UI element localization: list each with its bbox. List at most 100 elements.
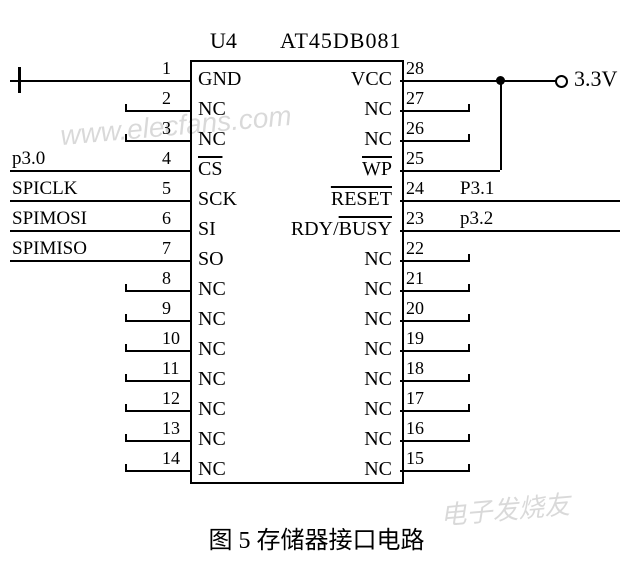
vcc-junction-dot [496, 76, 505, 85]
pin-name-R15: NC [364, 458, 392, 481]
pin-tick-L14 [125, 464, 127, 470]
pin-name-L10: NC [198, 338, 226, 361]
pin-name-L9: NC [198, 308, 226, 331]
pin-name-R22: NC [364, 248, 392, 271]
pin-num-R24: 24 [406, 178, 424, 199]
pin-wire-R27 [400, 110, 470, 112]
pin-num-L9: 9 [162, 298, 171, 319]
pin-wire-R15 [400, 470, 470, 472]
pin-wire-L9 [125, 320, 190, 322]
pin-name-R25: WP [362, 158, 392, 181]
vcc-rail-vert [500, 80, 502, 170]
pin-tick-L10 [125, 344, 127, 350]
pin-wire-L4 [10, 170, 190, 172]
vcc-terminal-ring [555, 75, 568, 88]
pin-name-L14: NC [198, 458, 226, 481]
pin-tick-R27 [468, 104, 470, 110]
pin-num-L10: 10 [162, 328, 180, 349]
pin-tick-R20 [468, 314, 470, 320]
pin-wire-R26 [400, 140, 470, 142]
pin-name-L4: CS [198, 158, 222, 181]
net-L5: SPICLK [12, 178, 77, 200]
net-L4: p3.0 [12, 148, 45, 170]
pin-name-L12: NC [198, 398, 226, 421]
pin-num-R27: 27 [406, 88, 424, 109]
pin-wire-R23 [400, 230, 620, 232]
pin-name-L8: NC [198, 278, 226, 301]
pin-wire-R18 [400, 380, 470, 382]
pin-num-R19: 19 [406, 328, 424, 349]
gnd-bar [18, 67, 21, 93]
pin-name-R16: NC [364, 428, 392, 451]
pin-wire-R25 [400, 170, 500, 172]
pin-name-L13: NC [198, 428, 226, 451]
pin-wire-L13 [125, 440, 190, 442]
net-R24: P3.1 [460, 178, 494, 200]
pin-wire-R21 [400, 290, 470, 292]
pin-name-R18: NC [364, 368, 392, 391]
vcc-label: 3.3V [574, 66, 617, 92]
pin-tick-R15 [468, 464, 470, 470]
pin-name-L2: NC [198, 98, 226, 121]
pin-tick-L12 [125, 404, 127, 410]
pin-tick-L2 [125, 104, 127, 110]
pin-tick-L3 [125, 134, 127, 140]
pin-wire-L5 [10, 200, 190, 202]
part-number: AT45DB081 [280, 28, 401, 54]
pin-name-R27: NC [364, 98, 392, 121]
pin-num-L5: 5 [162, 178, 171, 199]
pin-num-R25: 25 [406, 148, 424, 169]
pin-num-L4: 4 [162, 148, 171, 169]
pin-wire-L2 [125, 110, 190, 112]
pin-num-L2: 2 [162, 88, 171, 109]
pin-tick-L11 [125, 374, 127, 380]
pin-tick-R22 [468, 254, 470, 260]
pin-wire-L3 [125, 140, 190, 142]
pin-num-R16: 16 [406, 418, 424, 439]
pin-wire-L7 [10, 260, 190, 262]
pin-name-L11: NC [198, 368, 226, 391]
pin-wire-R20 [400, 320, 470, 322]
pin-tick-R21 [468, 284, 470, 290]
net-L6: SPIMOSI [12, 208, 87, 230]
pin-wire-L10 [125, 350, 190, 352]
pin-num-L1: 1 [162, 58, 171, 79]
pin-num-R23: 23 [406, 208, 424, 229]
net-R23: p3.2 [460, 208, 493, 230]
pin-num-L12: 12 [162, 388, 180, 409]
pin-tick-R19 [468, 344, 470, 350]
pin-num-L6: 6 [162, 208, 171, 229]
pin-name-R19: NC [364, 338, 392, 361]
pin-num-R17: 17 [406, 388, 424, 409]
pin-wire-R22 [400, 260, 470, 262]
pin-num-R15: 15 [406, 448, 424, 469]
pin-wire-R19 [400, 350, 470, 352]
pin-wire-L14 [125, 470, 190, 472]
pin-wire-R16 [400, 440, 470, 442]
pin-name-R26: NC [364, 128, 392, 151]
pin-name-L3: NC [198, 128, 226, 151]
pin-name-R24: RESET [331, 188, 392, 211]
pin-wire-L1 [10, 80, 190, 82]
pin-tick-R17 [468, 404, 470, 410]
pin-name-L5: SCK [198, 188, 237, 211]
pin-num-L14: 14 [162, 448, 180, 469]
pin-name-L1: GND [198, 68, 241, 91]
pin-num-R26: 26 [406, 118, 424, 139]
vcc-rail-horz [500, 80, 560, 82]
pin-num-R21: 21 [406, 268, 424, 289]
pin-num-R18: 18 [406, 358, 424, 379]
pin-wire-L11 [125, 380, 190, 382]
pin-name-L7: SO [198, 248, 224, 271]
pin-num-L7: 7 [162, 238, 171, 259]
pin-name-L6: SI [198, 218, 216, 241]
pin-wire-R24 [400, 200, 620, 202]
pin-name-R17: NC [364, 398, 392, 421]
figure-caption: 图 5 存储器接口电路 [0, 520, 633, 555]
pin-name-R23: RDY/BUSY [291, 218, 392, 241]
pin-name-R21: NC [364, 278, 392, 301]
pin-num-R22: 22 [406, 238, 424, 259]
net-L7: SPIMISO [12, 238, 87, 260]
pin-wire-L12 [125, 410, 190, 412]
pin-tick-L9 [125, 314, 127, 320]
